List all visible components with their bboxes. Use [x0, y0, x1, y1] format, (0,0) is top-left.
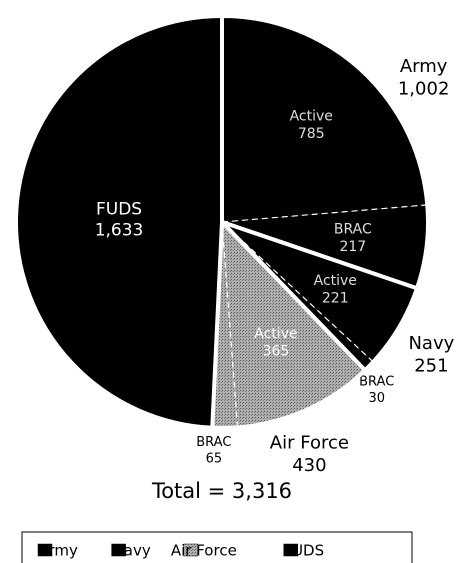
- segment-label: Active 365: [254, 326, 297, 360]
- group-label: Navy 251: [408, 333, 454, 377]
- group-label-value: 430: [292, 455, 326, 476]
- segment-label-value: 65: [206, 451, 223, 466]
- segment-label-name: BRAC: [359, 374, 394, 389]
- pie-slice-outline: [210, 217, 368, 430]
- segment-divider: [221, 204, 428, 223]
- segment-label: BRAC 217: [334, 222, 372, 256]
- segment-label: Active 785: [290, 109, 333, 143]
- group-label: FUDS 1,633: [95, 199, 144, 240]
- pie-slice-outline: [220, 13, 430, 291]
- segment-label-name: BRAC: [334, 222, 372, 238]
- group-label-value: 251: [414, 356, 448, 377]
- segment-label-name: Active: [254, 326, 297, 342]
- group-label-name: Air Force: [270, 432, 349, 453]
- legend-swatch: [283, 543, 299, 557]
- pie-slice: [14, 13, 224, 430]
- segment-label-value: 785: [298, 126, 325, 142]
- group-label: Air Force 430: [270, 432, 349, 476]
- segment-label: BRAC 65: [196, 435, 231, 466]
- segment-divider: [221, 221, 239, 428]
- legend-label: Army: [38, 542, 78, 560]
- legend-label: Air Force: [171, 542, 237, 560]
- group-label-name: FUDS: [96, 199, 142, 219]
- group-label: Army 1,002: [398, 56, 450, 100]
- legend-swatch: [183, 543, 199, 557]
- total-annotation: Total = 3,316: [151, 479, 292, 503]
- segment-label-value: 30: [368, 390, 385, 405]
- segment-label-value: 221: [322, 291, 349, 307]
- segment-label-name: Active: [314, 273, 357, 289]
- group-label-value: 1,002: [398, 78, 450, 99]
- pie-segment: [222, 222, 418, 362]
- segment-label-name: BRAC: [196, 435, 231, 450]
- pie-segment: [222, 16, 428, 222]
- pie-segment: [222, 204, 428, 289]
- segment-label: Active 221: [314, 273, 357, 307]
- group-label-name: Navy: [408, 333, 454, 354]
- legend-swatch: [111, 543, 126, 557]
- legend-label: FUDS: [283, 542, 324, 560]
- segment-label-name: Active: [290, 109, 333, 125]
- segment-label-value: 217: [339, 239, 366, 255]
- legend-label: Navy: [113, 542, 151, 560]
- segment-label-value: 365: [263, 343, 290, 359]
- group-label-value: 1,633: [95, 221, 144, 241]
- legend-swatch: [37, 543, 53, 557]
- segment-label: BRAC 30: [359, 374, 394, 405]
- group-label-name: Army: [400, 56, 448, 77]
- pie-segment: [222, 222, 366, 428]
- legend-box: [21, 531, 413, 563]
- pie-segment: [212, 222, 238, 428]
